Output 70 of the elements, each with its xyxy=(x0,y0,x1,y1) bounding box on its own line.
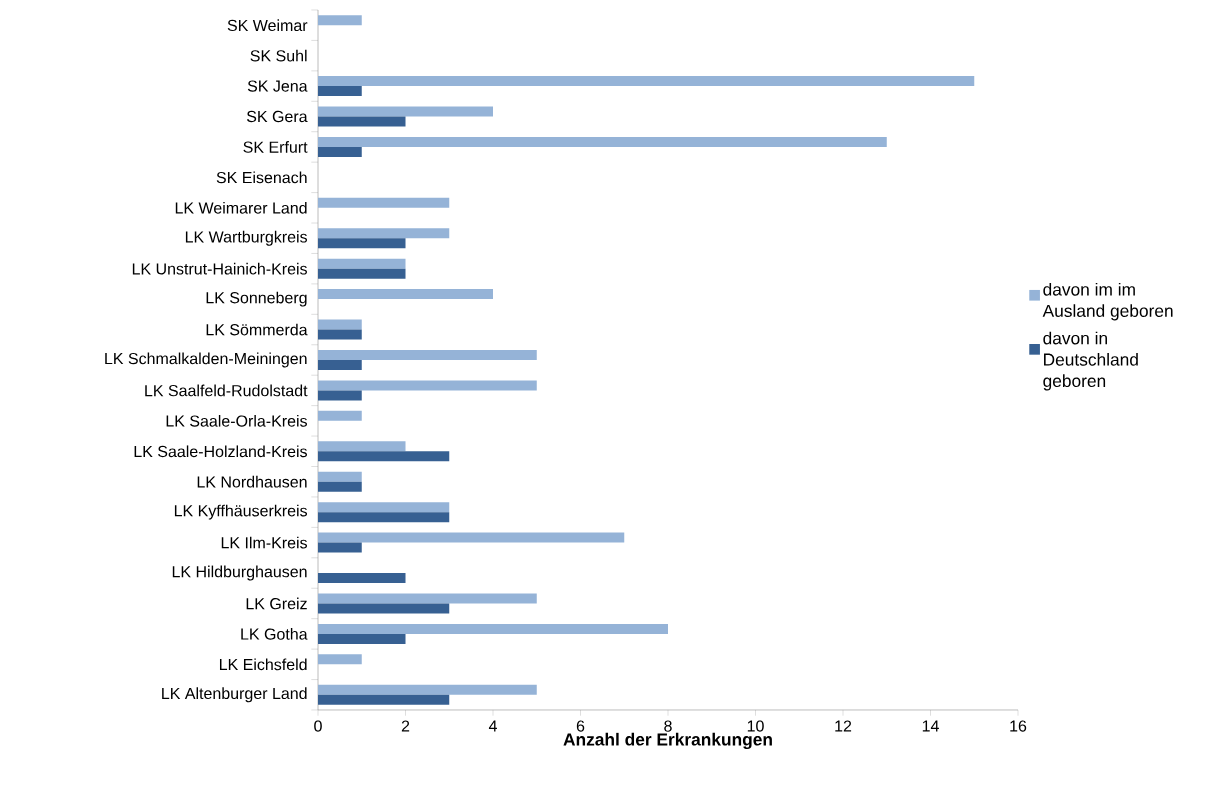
bar xyxy=(318,289,494,300)
y-tick-label: SK Suhl xyxy=(250,49,307,62)
bar xyxy=(318,380,537,391)
x-tick-label: 16 xyxy=(1010,720,1027,732)
bar xyxy=(318,319,362,330)
bar xyxy=(318,136,887,147)
x-tick-label: 6 xyxy=(576,720,585,732)
bar xyxy=(318,238,406,249)
y-tick-label: LK Sonneberg xyxy=(206,291,307,307)
x-tick-label: 12 xyxy=(835,720,852,732)
y-tick-label: SK Eisenach xyxy=(216,171,307,184)
bar xyxy=(318,684,537,695)
bar xyxy=(318,268,406,279)
bar xyxy=(318,451,450,462)
legend-label: davon in Deutschland geboren xyxy=(1043,331,1138,391)
y-tick-label: LK Sömmerda xyxy=(206,323,308,336)
y-tick-label: LK Kyffhäuserkreis xyxy=(174,504,308,520)
bar xyxy=(318,15,362,26)
bar xyxy=(318,593,537,604)
bar xyxy=(318,228,450,239)
x-tick-label: 4 xyxy=(488,720,497,732)
y-tick-label: LK Eichsfeld xyxy=(219,658,307,671)
y-tick-label: LK Schmalkalden-Meiningen xyxy=(105,352,307,368)
bar xyxy=(318,623,669,634)
bar xyxy=(318,349,537,360)
y-tick-label: LK Weimarer Land xyxy=(175,201,307,214)
bar xyxy=(318,603,450,614)
x-tick-label: 14 xyxy=(922,720,939,732)
bar xyxy=(318,542,362,553)
bar xyxy=(318,441,406,452)
bar xyxy=(318,410,362,421)
y-tick-label: SK Jena xyxy=(247,80,308,92)
bar xyxy=(318,471,362,482)
x-tick-label: 0 xyxy=(314,720,322,732)
bar xyxy=(318,694,450,705)
bar xyxy=(318,512,450,523)
bar xyxy=(318,390,362,401)
y-tick-label: LK Nordhausen xyxy=(197,475,307,488)
y-tick-label: LK Unstrut-Hainich-Kreis xyxy=(132,262,307,275)
bar xyxy=(318,106,494,117)
x-axis-title: Anzahl der Erkrankungen xyxy=(563,732,772,750)
y-tick-label: LK Altenburger Land xyxy=(162,687,307,703)
y-tick-label: SK Erfurt xyxy=(243,141,308,153)
bar xyxy=(318,76,975,87)
bar xyxy=(318,532,625,543)
bar xyxy=(318,329,362,340)
y-tick-label: SK Gera xyxy=(246,110,308,123)
bar xyxy=(318,633,406,644)
y-tick-label: LK Greiz xyxy=(246,597,307,610)
bar xyxy=(318,146,362,157)
y-tick-label: LK Hildburghausen xyxy=(172,565,307,581)
x-tick-label: 8 xyxy=(664,720,672,732)
bar xyxy=(318,197,450,208)
bar xyxy=(318,654,362,665)
bar xyxy=(318,502,450,513)
bar xyxy=(318,359,362,370)
bar xyxy=(318,573,406,584)
y-tick-label: LK Saalfeld-Rudolstadt xyxy=(145,384,308,397)
bar xyxy=(318,481,362,492)
x-tick-label: 2 xyxy=(401,720,410,732)
y-tick-label: LK Gotha xyxy=(241,628,308,640)
bar xyxy=(318,116,406,127)
y-tick-label: LK Saale-Holzland-Kreis xyxy=(134,445,307,458)
bar xyxy=(318,258,406,269)
y-tick-label: SK Weimar xyxy=(227,19,308,32)
bar xyxy=(318,86,362,97)
y-tick-label: LK Saale-Orla-Kreis xyxy=(166,414,307,427)
x-tick-label: 10 xyxy=(747,720,764,732)
y-tick-label: LK Wartburgkreis xyxy=(185,230,308,246)
y-tick-label: LK Ilm-Kreis xyxy=(221,536,308,549)
